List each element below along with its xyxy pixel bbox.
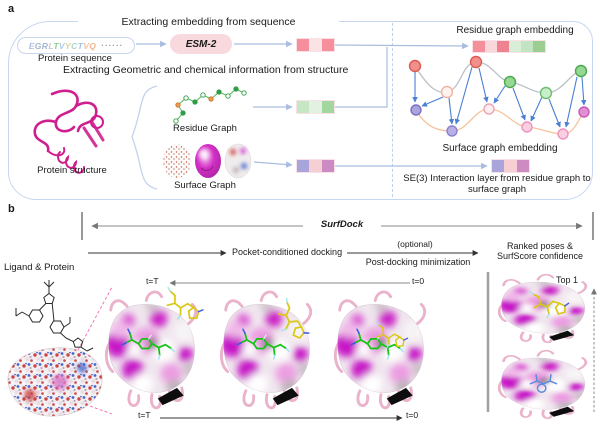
top1-label: Top 1	[556, 275, 579, 285]
se3-label: SE(3) Interaction layer from residue gra…	[403, 173, 591, 195]
panel-b-label: b	[8, 203, 15, 215]
ranked-poses-line2: SurfScore confidence	[496, 251, 584, 262]
pocket-view-2	[220, 292, 318, 408]
surfdock-title: SurfDock	[303, 219, 381, 231]
sequence-embedding-bar	[296, 38, 335, 52]
t-end-top: t=0	[412, 276, 425, 286]
flow-arrows	[136, 40, 488, 170]
residue-graph-image	[173, 86, 247, 124]
protein-structure-image	[33, 89, 105, 174]
surface-graph-embedding-label: Surface graph embedding	[442, 143, 558, 154]
protein-sequence-pill: EGRLTVYCTVQ ······	[17, 37, 135, 54]
protein-structure-caption: Protein structure	[37, 165, 107, 176]
surface-embedding-bar	[296, 159, 335, 173]
residue-graph-caption: Residue Graph	[173, 123, 237, 134]
dual-graph	[408, 55, 590, 140]
optional-label: (optional)	[397, 239, 433, 249]
protein-sequence-caption: Protein sequence	[38, 53, 112, 64]
surface-graph-caption: Surface Graph	[174, 180, 236, 191]
seq-header: Extracting embedding from sequence	[78, 16, 339, 29]
t-start-top: t=T	[146, 276, 159, 286]
sequence-ellipsis: ······	[101, 41, 124, 50]
se3-bar	[491, 159, 530, 173]
panel-a-divider	[392, 23, 393, 197]
ranked-poses-label: Ranked poses & SurfScore confidence	[488, 241, 592, 262]
post-docking-label: Post-docking minimization	[365, 257, 471, 267]
residue-embedding-bar	[296, 100, 335, 114]
ranked-poses-line1: Ranked poses &	[506, 241, 574, 251]
surface-graph-image	[163, 143, 252, 179]
pocket-docking-label: Pocket-conditioned docking	[232, 247, 343, 257]
protein-sequence-letters: EGRLTVYCTVQ	[28, 40, 97, 51]
protein-surface-thumbnail	[7, 347, 103, 417]
t-start-bottom: t=T	[138, 410, 151, 420]
esm2-model-box: ESM-2	[170, 34, 232, 54]
residue-graph-embedding-label: Residue graph embedding	[456, 25, 574, 36]
panel-a-label: a	[8, 3, 15, 15]
pocket-view-1	[105, 286, 208, 408]
ligand-protein-label: Ligand & Protein	[4, 262, 75, 273]
ranked-pose-2	[498, 351, 586, 419]
brace	[131, 85, 158, 190]
structure-header: Extracting Geometric and chemical inform…	[60, 64, 351, 77]
pocket-view-3	[334, 292, 425, 408]
t-end-bottom: t=0	[406, 410, 419, 420]
ligand-2d-structure	[15, 280, 94, 352]
residue-graph-embedding-bar	[472, 40, 546, 53]
